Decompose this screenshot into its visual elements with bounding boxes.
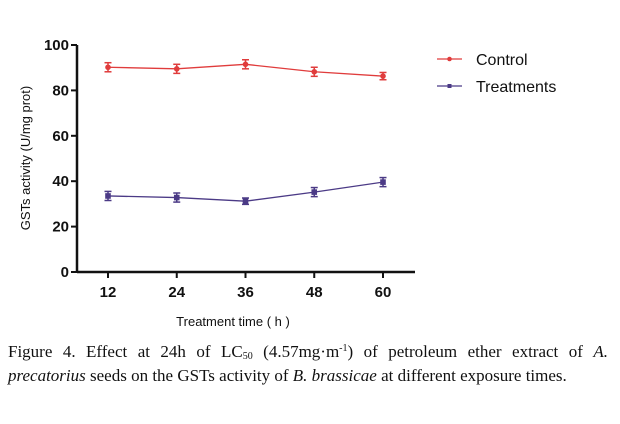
caption-text: seeds on the GSTs activity of xyxy=(85,366,293,385)
data-point xyxy=(173,66,180,72)
caption-subscript: 50 xyxy=(242,351,253,362)
data-point xyxy=(173,194,180,201)
caption-superscript: -1 xyxy=(339,343,348,354)
caption-text: ) of petroleum ether extract of xyxy=(347,342,594,361)
y-tick-label: 60 xyxy=(52,128,69,145)
x-axis-label: Treatment time ( h ) xyxy=(176,314,290,329)
x-tick-label: 48 xyxy=(306,284,323,301)
y-tick-label: 100 xyxy=(44,37,69,54)
x-tick-label: 12 xyxy=(100,284,117,301)
line-chart: 0 20 40 60 80 100 12 24 36 48 60 Treatment time ( h… xyxy=(18,37,556,329)
legend-marker xyxy=(447,56,452,62)
caption-text: Figure 4. Effect at 24h of LC xyxy=(8,342,243,361)
data-point xyxy=(242,61,249,68)
caption-species: B. brassicae xyxy=(292,366,377,385)
y-axis-label: GSTs activity (U/mg prot) xyxy=(18,86,33,230)
data-point xyxy=(311,68,318,75)
y-tick-label: 0 xyxy=(61,264,69,281)
data-point xyxy=(105,193,111,199)
data-point xyxy=(380,179,386,185)
x-tick-label: 36 xyxy=(237,284,254,301)
data-point xyxy=(242,198,249,204)
caption-text: (4.57mg·m xyxy=(252,342,340,361)
data-point xyxy=(311,189,318,195)
data-point xyxy=(105,64,111,71)
legend-label: Control xyxy=(476,52,528,69)
legend-marker xyxy=(447,84,452,88)
data-point xyxy=(380,73,386,79)
x-tick-label: 60 xyxy=(375,284,392,301)
y-tick-label: 20 xyxy=(52,219,69,236)
caption-species: A. precatorius xyxy=(8,342,608,385)
legend-label: Treatments xyxy=(476,79,556,96)
caption-text: at different exposure times. xyxy=(376,366,567,385)
x-tick-label: 24 xyxy=(168,284,185,301)
y-tick-label: 40 xyxy=(52,173,69,190)
figure-caption: Figure 4. Effect at 24h of LC50 (4.57mg·… xyxy=(8,339,608,385)
y-tick-label: 80 xyxy=(52,82,69,99)
